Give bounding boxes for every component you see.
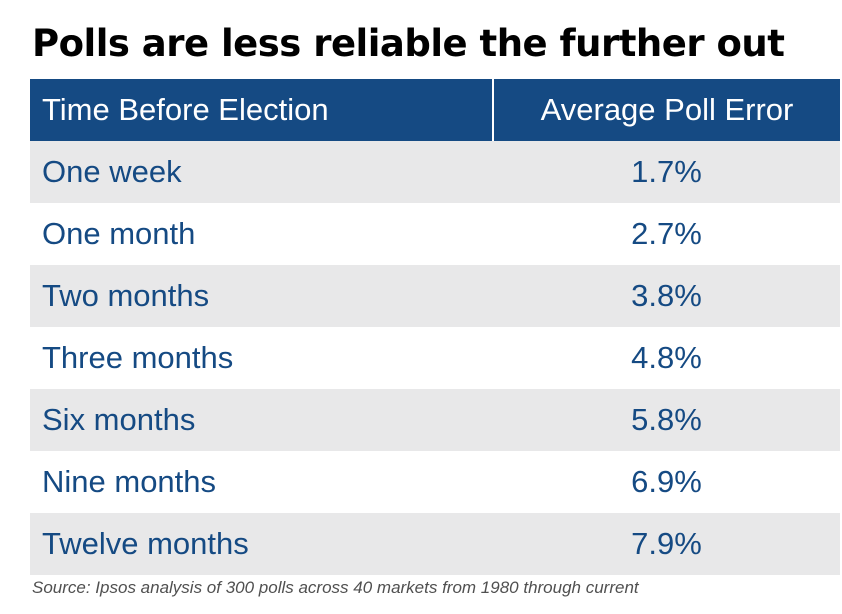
column-header-error: Average Poll Error xyxy=(493,79,840,141)
table-body: One week 1.7% One month 2.7% Two months 3.8% T… xyxy=(30,141,840,575)
table-row: Twelve months 7.9% xyxy=(30,513,840,575)
error-cell: 4.8% xyxy=(493,327,840,389)
time-cell: Nine months xyxy=(30,451,493,513)
time-cell: One week xyxy=(30,141,493,203)
table-header: Time Before Election Average Poll Error xyxy=(30,79,840,141)
table-row: Three months 4.8% xyxy=(30,327,840,389)
error-cell: 2.7% xyxy=(493,203,840,265)
error-cell: 5.8% xyxy=(493,389,840,451)
table-row: Six months 5.8% xyxy=(30,389,840,451)
time-cell: One month xyxy=(30,203,493,265)
column-header-time: Time Before Election xyxy=(30,79,494,141)
table-row: One week 1.7% xyxy=(30,141,840,203)
table-row: Nine months 6.9% xyxy=(30,451,840,513)
error-cell: 1.7% xyxy=(493,141,840,203)
time-cell: Twelve months xyxy=(30,513,493,575)
chart-title: Polls are less reliable the further out xyxy=(32,22,785,65)
poll-error-table: Time Before Election Average Poll Error … xyxy=(30,79,840,575)
time-cell: Three months xyxy=(30,327,493,389)
error-cell: 6.9% xyxy=(493,451,840,513)
time-cell: Six months xyxy=(30,389,493,451)
time-cell: Two months xyxy=(30,265,493,327)
error-cell: 7.9% xyxy=(493,513,840,575)
table-row: Two months 3.8% xyxy=(30,265,840,327)
header-row: Time Before Election Average Poll Error xyxy=(30,79,840,141)
source-note: Source: Ipsos analysis of 300 polls acro… xyxy=(32,578,639,597)
error-cell: 3.8% xyxy=(493,265,840,327)
table-row: One month 2.7% xyxy=(30,203,840,265)
